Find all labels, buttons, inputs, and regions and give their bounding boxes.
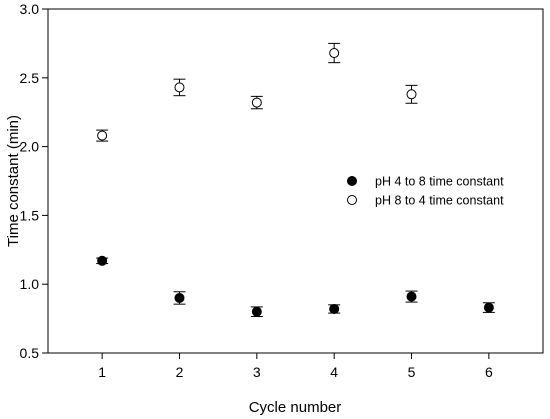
x-tick-label: 2: [176, 364, 184, 380]
x-tick-label: 1: [98, 364, 106, 380]
x-tick-label: 5: [408, 364, 416, 380]
data-point: [97, 255, 108, 266]
data-point: [406, 291, 417, 302]
legend-label: pH 4 to 8 time constant: [375, 175, 504, 189]
x-axis-label: Cycle number: [249, 399, 342, 416]
data-point: [174, 292, 185, 303]
data-point: [174, 82, 185, 93]
data-point: [251, 97, 262, 108]
y-tick-label: 2.5: [20, 70, 40, 86]
y-tick-label: 2.0: [20, 139, 40, 155]
y-tick-label: 3.0: [20, 1, 40, 17]
data-point: [483, 302, 494, 313]
y-axis-label: Time constant (min): [5, 115, 22, 247]
legend-marker: [347, 176, 357, 186]
legend-marker: [347, 195, 357, 205]
x-tick-label: 4: [330, 364, 338, 380]
data-point: [406, 89, 417, 100]
x-tick-label: 6: [485, 364, 493, 380]
series-1: [96, 255, 495, 318]
data-point: [251, 306, 262, 317]
x-tick-label: 3: [253, 364, 261, 380]
plot-frame: [47, 8, 544, 354]
y-tick-label: 1.5: [20, 207, 40, 223]
legend-label: pH 8 to 4 time constant: [375, 194, 504, 208]
data-point: [329, 303, 340, 314]
y-axis: 0.5 1.0 1.5 2.0 2.5 3.0: [20, 1, 48, 361]
data-point: [97, 130, 108, 141]
data-point: [329, 48, 340, 59]
y-tick-label: 1.0: [20, 276, 40, 292]
y-tick-label: 0.5: [20, 345, 40, 361]
series-layer: [96, 42, 495, 318]
x-axis: 1 2 3 4 5 6: [98, 353, 493, 380]
series-2: [96, 42, 418, 142]
legend: pH 4 to 8 time constant pH 8 to 4 time co…: [347, 175, 504, 208]
